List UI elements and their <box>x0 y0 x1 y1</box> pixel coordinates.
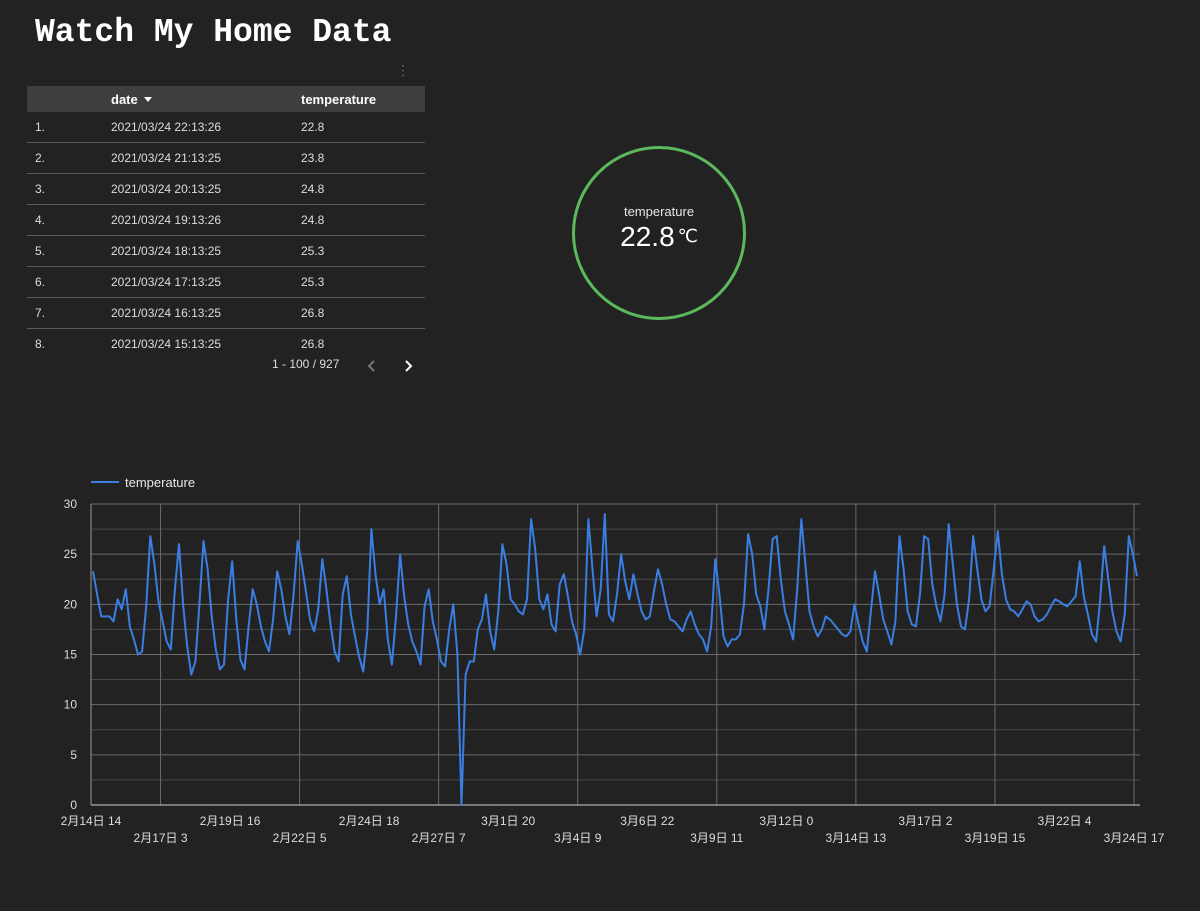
chevron-right-icon <box>405 360 413 372</box>
scorecard-value: 22.8 <box>620 221 675 252</box>
y-tick-label: 20 <box>64 597 78 611</box>
next-page-button[interactable] <box>400 357 416 375</box>
table-header-row: date temperature <box>27 86 425 112</box>
x-tick-label: 2月22日 5 <box>273 831 327 845</box>
temperature-line-chart: 2月14日 14 2月17日 3 2月19日 16 2月22日 5 2月24日 18 2月… <box>61 475 1165 845</box>
chevron-left-icon <box>367 360 375 372</box>
x-tick-label: 2月24日 18 <box>339 814 400 828</box>
x-tick-label: 3月12日 0 <box>759 814 813 828</box>
x-tick-label: 3月14日 13 <box>826 831 887 845</box>
row-date: 2021/03/24 19:13:26 <box>111 204 301 236</box>
row-index: 4. <box>27 204 111 236</box>
x-tick-label: 2月17日 3 <box>134 831 188 845</box>
table-row[interactable]: 7. 2021/03/24 16:13:25 26.8 <box>27 297 425 329</box>
row-index: 3. <box>27 173 111 205</box>
table-row[interactable]: 3. 2021/03/24 20:13:25 24.8 <box>27 173 425 205</box>
row-date: 2021/03/24 20:13:25 <box>111 173 301 205</box>
row-date: 2021/03/24 22:13:26 <box>111 112 301 143</box>
row-temperature: 24.8 <box>301 204 425 236</box>
row-temperature: 26.8 <box>301 297 425 329</box>
table-body: 1. 2021/03/24 22:13:26 22.8 2. 2021/03/24 21… <box>27 112 425 359</box>
y-tick-label: 10 <box>64 698 78 712</box>
x-tick-label: 3月6日 22 <box>620 814 674 828</box>
row-temperature: 22.8 <box>301 112 425 143</box>
date-column-label: date <box>111 91 138 107</box>
row-temperature: 24.8 <box>301 173 425 205</box>
table-row[interactable]: 2. 2021/03/24 21:13:25 23.8 <box>27 142 425 174</box>
row-temperature: 25.3 <box>301 266 425 298</box>
row-index: 1. <box>27 112 111 143</box>
x-tick-label: 3月9日 11 <box>690 831 743 845</box>
x-tick-label: 3月1日 20 <box>481 814 535 828</box>
row-date: 2021/03/24 18:13:25 <box>111 235 301 267</box>
temperature-scorecard: temperature 22.8 ℃ <box>572 146 746 320</box>
x-tick-label: 3月4日 9 <box>554 831 602 845</box>
row-date: 2021/03/24 21:13:25 <box>111 142 301 174</box>
table-row[interactable]: 8. 2021/03/24 15:13:25 26.8 <box>27 329 425 360</box>
row-date: 2021/03/24 16:13:25 <box>111 297 301 329</box>
y-tick-label: 25 <box>64 547 78 561</box>
x-tick-label: 3月17日 2 <box>898 814 952 828</box>
table-row[interactable]: 1. 2021/03/24 22:13:26 22.8 <box>27 112 425 143</box>
x-tick-label: 3月19日 15 <box>965 831 1026 845</box>
x-tick-label: 2月27日 7 <box>412 831 466 845</box>
row-temperature: 25.3 <box>301 235 425 267</box>
scorecard-label: temperature <box>623 204 695 219</box>
row-index: 8. <box>35 337 46 351</box>
table-row[interactable]: 6. 2021/03/24 17:13:25 25.3 <box>27 266 425 298</box>
sort-descending-icon <box>143 96 152 102</box>
x-tick-label: 3月24日 17 <box>1104 831 1165 845</box>
scorecard-value-wrap: 22.8 ℃ <box>575 221 743 253</box>
temperature-column-header[interactable]: temperature <box>301 91 377 107</box>
row-index: 6. <box>27 266 111 298</box>
chart-legend: temperature <box>91 475 195 490</box>
row-index: 5. <box>27 235 111 267</box>
row-index: 7. <box>27 297 111 329</box>
row-temperature: 26.8 <box>301 337 325 351</box>
row-index: 2. <box>27 142 111 174</box>
row-temperature: 23.8 <box>301 142 425 174</box>
chart-axes: 2月14日 14 2月17日 3 2月19日 16 2月22日 5 2月24日 18 2月… <box>61 497 1165 845</box>
series-line-temperature <box>92 513 1138 806</box>
y-tick-label: 0 <box>70 798 77 812</box>
chart-series <box>92 513 1138 806</box>
y-tick-label: 15 <box>64 648 78 662</box>
data-table: date temperature 1. 2021/03/24 22:13:26 22… <box>27 86 425 359</box>
date-column-header[interactable]: date <box>111 86 301 112</box>
page-title: Watch My Home Data <box>35 14 392 51</box>
table-row[interactable]: 5. 2021/03/24 18:13:25 25.3 <box>27 235 425 267</box>
row-date: 2021/03/24 17:13:25 <box>111 266 301 298</box>
previous-page-button[interactable] <box>364 357 380 375</box>
table-row[interactable]: 4. 2021/03/24 19:13:26 24.8 <box>27 204 425 236</box>
pagination-range: 1 - 100 / 927 <box>272 357 340 371</box>
scorecard-unit: ℃ <box>677 226 698 246</box>
x-tick-label: 3月22日 4 <box>1037 814 1091 828</box>
x-tick-label: 2月14日 14 <box>61 814 122 828</box>
x-tick-label: 2月19日 16 <box>200 814 261 828</box>
legend-label: temperature <box>125 475 195 490</box>
y-tick-label: 30 <box>64 497 78 511</box>
chart-grid <box>91 503 1140 806</box>
table-options-icon[interactable]: ⋮ <box>396 62 410 78</box>
y-tick-label: 5 <box>70 748 77 762</box>
row-date: 2021/03/24 15:13:25 <box>111 337 222 351</box>
index-column-header <box>27 86 111 112</box>
